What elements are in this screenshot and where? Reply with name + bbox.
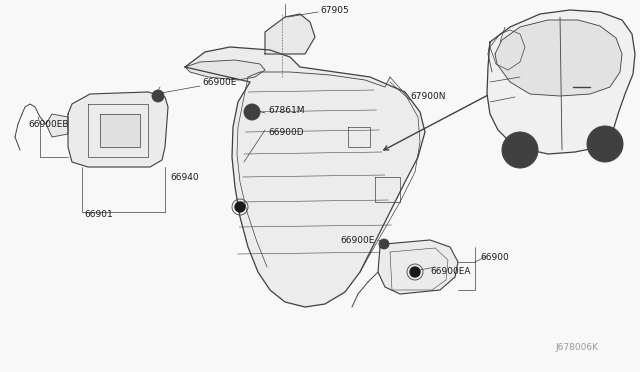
Circle shape (595, 134, 615, 154)
Text: 66940: 66940 (170, 173, 198, 182)
Text: 66900E: 66900E (202, 77, 236, 87)
Text: 66900EA: 66900EA (430, 267, 470, 276)
Text: 66901: 66901 (84, 209, 113, 218)
Text: 66900: 66900 (480, 253, 509, 262)
Circle shape (235, 202, 245, 212)
Text: 66900E: 66900E (340, 235, 374, 244)
Text: 67900N: 67900N (410, 92, 445, 100)
Polygon shape (265, 14, 315, 54)
Circle shape (381, 241, 387, 247)
Circle shape (410, 267, 420, 277)
Circle shape (244, 104, 260, 120)
Circle shape (155, 93, 161, 99)
Circle shape (587, 126, 623, 162)
Text: J678006K: J678006K (555, 343, 598, 352)
Polygon shape (100, 114, 140, 147)
Circle shape (152, 90, 164, 102)
Circle shape (248, 108, 256, 116)
Polygon shape (487, 10, 635, 154)
Polygon shape (46, 114, 68, 137)
Polygon shape (378, 240, 458, 294)
Polygon shape (495, 20, 622, 96)
Text: 67861M: 67861M (268, 106, 305, 115)
Circle shape (502, 132, 538, 168)
Text: 66900D: 66900D (268, 128, 303, 137)
Text: 66900EB: 66900EB (28, 119, 68, 128)
Circle shape (379, 239, 389, 249)
Polygon shape (185, 60, 265, 80)
Polygon shape (185, 47, 425, 307)
Circle shape (510, 140, 530, 160)
Text: 67905: 67905 (320, 6, 349, 15)
Polygon shape (68, 92, 168, 167)
